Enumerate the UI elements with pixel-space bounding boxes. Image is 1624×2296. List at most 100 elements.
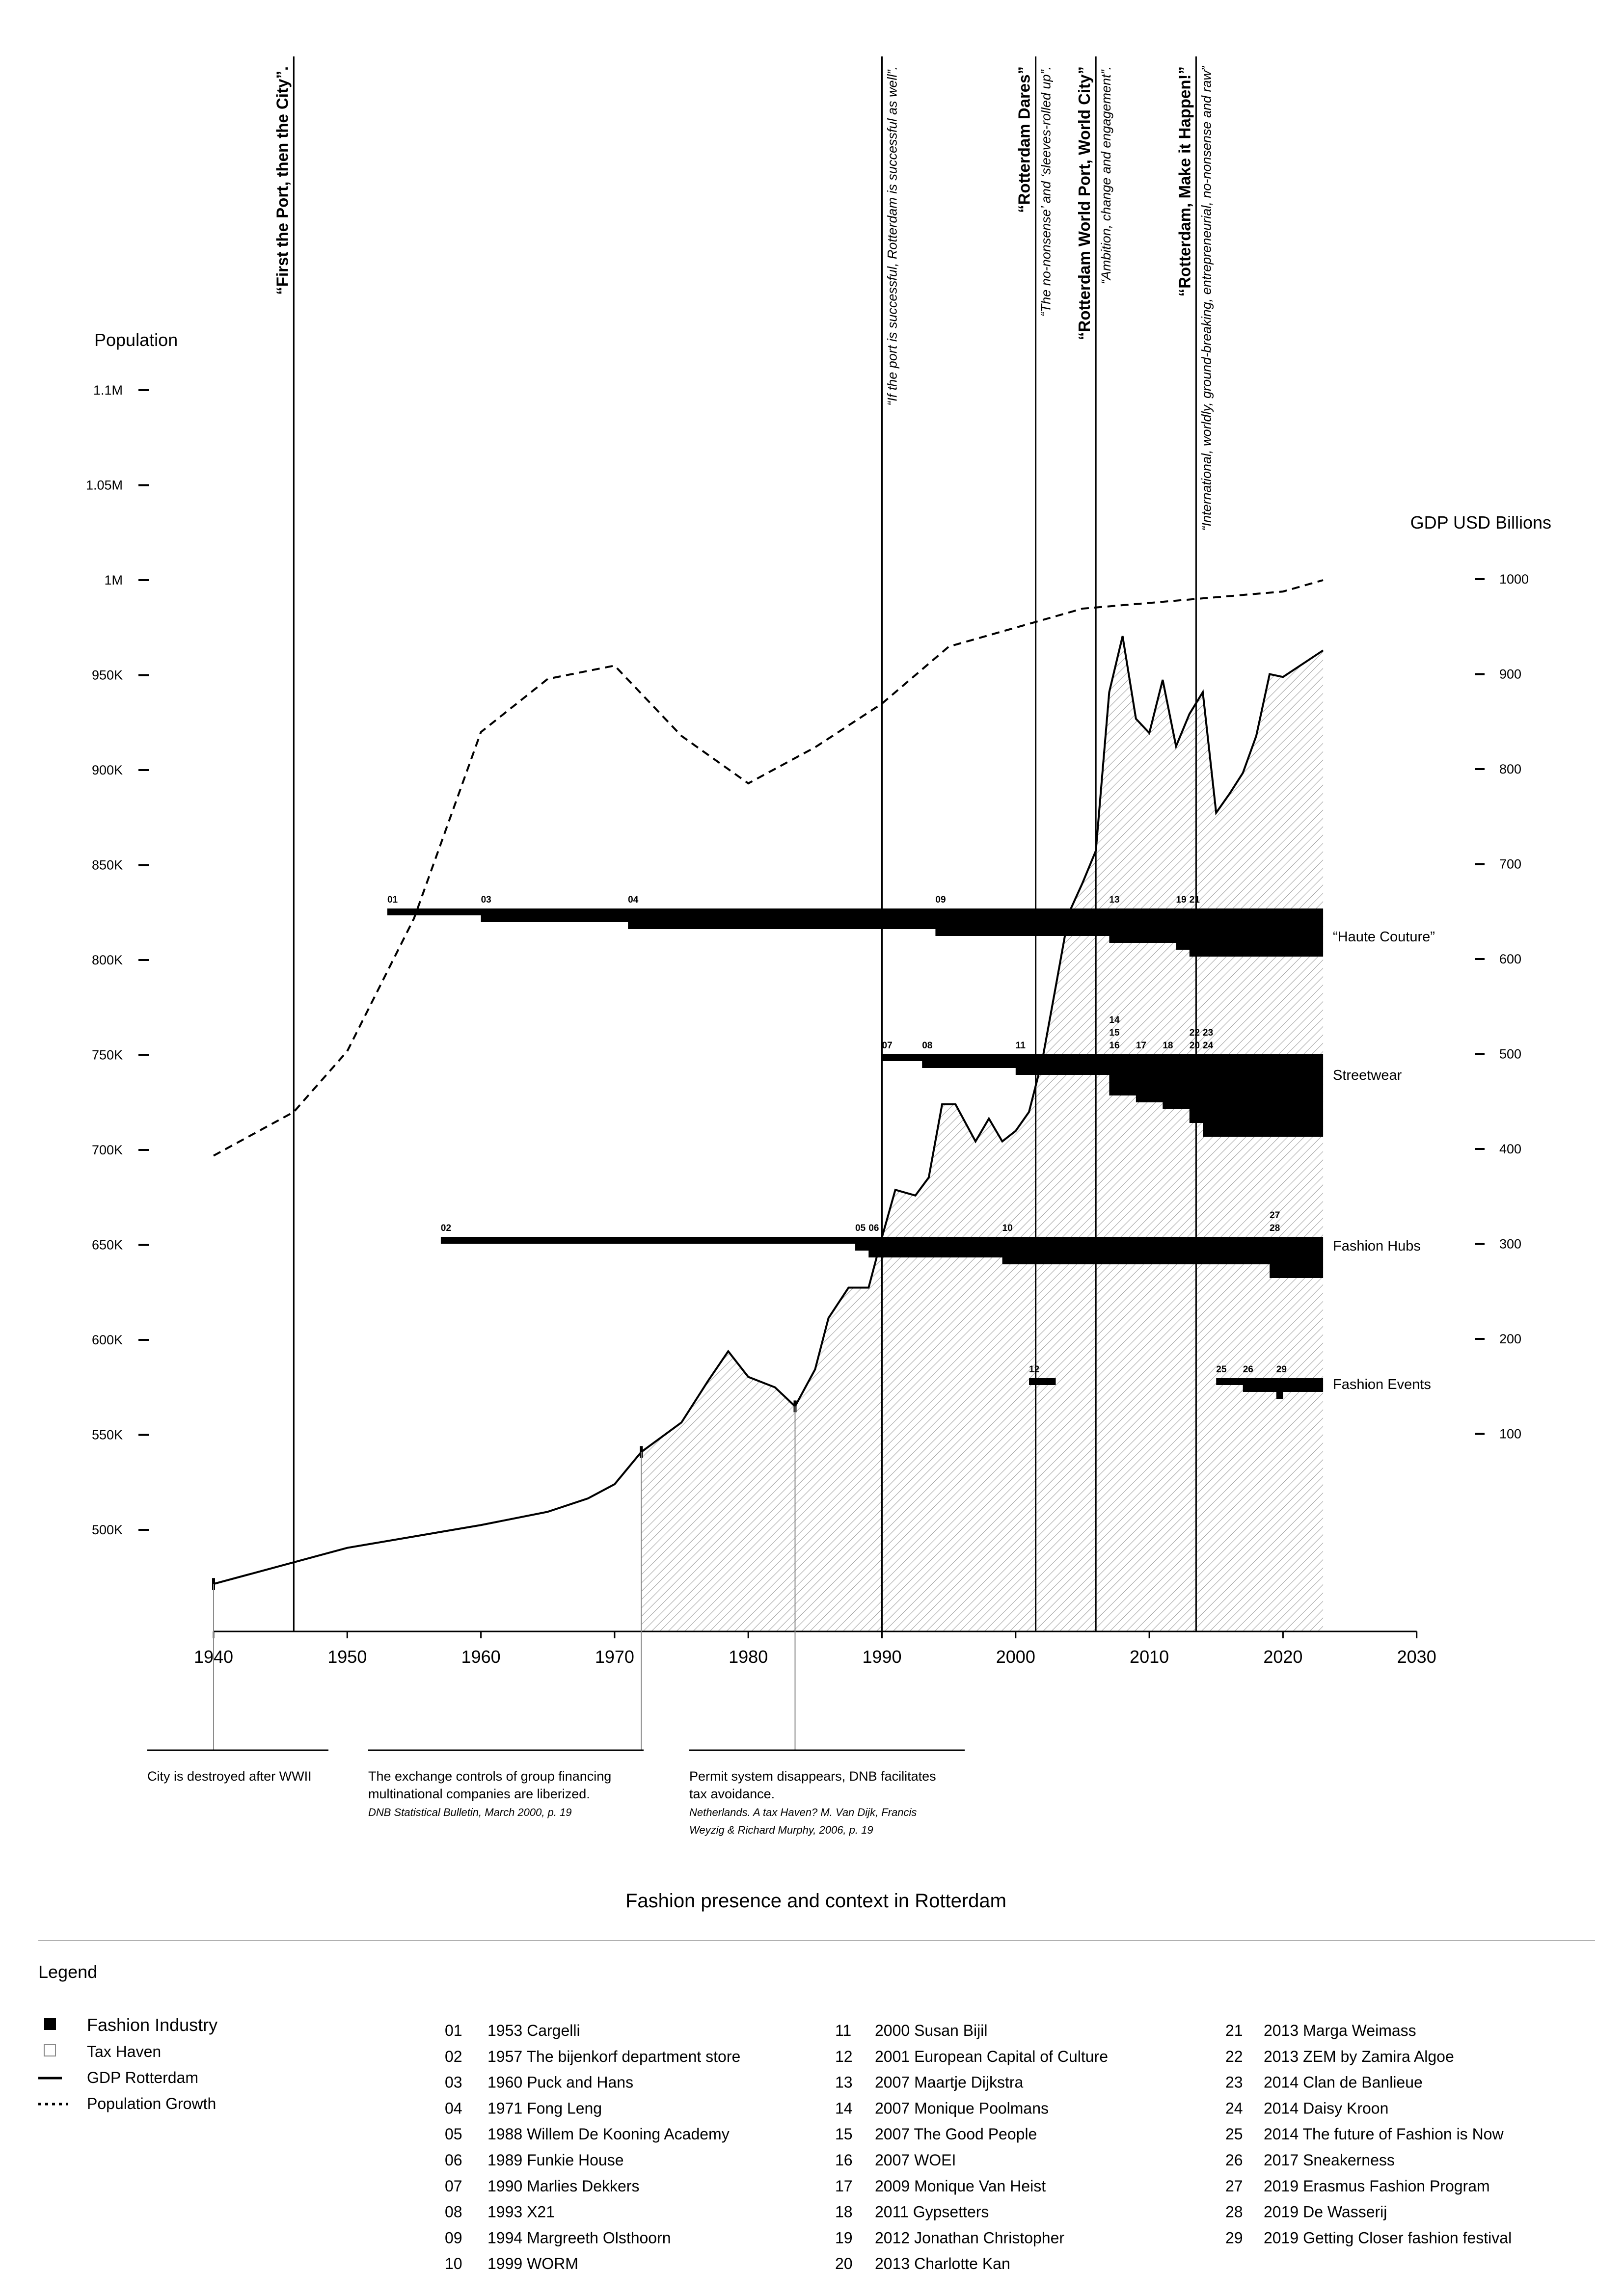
left-tick-label: 650K	[92, 1238, 123, 1253]
fashion-entry-number: 27	[1270, 1210, 1280, 1221]
annotation-text: multinational companies are liberized.	[368, 1787, 590, 1801]
legend-item-number: 20	[835, 2255, 853, 2272]
legend-item-label: 1993 X21	[487, 2203, 555, 2221]
population-line	[213, 579, 1324, 1157]
fashion-bar-24	[1203, 1130, 1324, 1137]
fashion-entry-number: 13	[1109, 895, 1119, 905]
legend-item-number: 12	[835, 2048, 853, 2065]
fashion-bar-25	[1216, 1378, 1324, 1385]
legend-item-number: 10	[445, 2255, 462, 2272]
fashion-industry-swatch-icon	[44, 2018, 56, 2030]
fashion-entry-number: 18	[1163, 1041, 1173, 1051]
legend-item-label: 2011 Gypsetters	[875, 2203, 989, 2221]
right-tick-label: 500	[1499, 1047, 1521, 1062]
x-tick-label: 1970	[595, 1647, 634, 1667]
legend-item-number: 05	[445, 2125, 462, 2143]
fashion-bar-19	[1176, 943, 1324, 950]
fashion-bar-09	[935, 929, 1324, 936]
legend-item-label: 1990 Marlies Dekkers	[487, 2177, 639, 2195]
fashion-entry-number: 22	[1190, 1028, 1200, 1038]
legend-item-label: 2007 Monique Poolmans	[875, 2099, 1049, 2117]
tax-haven-hatch	[641, 636, 1324, 1631]
fashion-entry-number: 26	[1243, 1364, 1253, 1375]
fashion-bar-20	[1189, 1116, 1324, 1123]
left-tick-label: 500K	[92, 1522, 123, 1537]
left-tick-label: 600K	[92, 1333, 123, 1347]
fashion-entry-number: 11	[1016, 1041, 1026, 1051]
left-tick-label: 800K	[92, 953, 123, 967]
x-tick-label: 1950	[327, 1647, 367, 1667]
fashion-bar-10	[1002, 1257, 1324, 1264]
legend-item-number: 08	[445, 2203, 462, 2221]
legend-item-label: 2000 Susan Bijil	[875, 2022, 987, 2039]
right-tick-label: 300	[1499, 1237, 1521, 1252]
legend-item-label: 1971 Fong Leng	[487, 2099, 602, 2117]
tax-haven-swatch-icon	[44, 2044, 56, 2056]
left-tick-label: 850K	[92, 858, 123, 873]
fashion-bar-17	[1136, 1095, 1324, 1102]
x-tick-label: 2000	[996, 1647, 1035, 1667]
legend-item-label: 2014 The future of Fashion is Now	[1264, 2125, 1504, 2143]
fashion-bar-01	[387, 908, 1324, 915]
category-label: “Haute Couture”	[1333, 929, 1435, 945]
fashion-bar-07	[882, 1054, 1324, 1061]
fashion-entry-number: 05	[855, 1223, 866, 1233]
legend-item-label: 1999 WORM	[487, 2255, 578, 2272]
legend-item-label: 2019 De Wasserij	[1264, 2203, 1387, 2221]
legend-item-number: 11	[835, 2022, 851, 2039]
right-tick-label: 800	[1499, 762, 1521, 776]
left-tick-label: 1.1M	[93, 383, 123, 398]
fashion-bars: “Haute Couture” 01 03 04 09 13 19 21 Streetwear 0…	[387, 895, 1435, 1399]
fashion-bar-12	[1029, 1378, 1056, 1385]
legend-item-label: 2007 Maartje Dijkstra	[875, 2074, 1024, 2091]
legend-item-label: 2007 WOEI	[875, 2151, 956, 2169]
fashion-bar-03	[481, 915, 1324, 922]
fashion-entry-number: 01	[387, 895, 398, 905]
legend-item-label: 1953 Cargelli	[487, 2022, 580, 2039]
fashion-bar-23	[1203, 1123, 1324, 1130]
fashion-bar-22	[1189, 1109, 1324, 1116]
legend-item-number: 28	[1225, 2203, 1243, 2221]
right-tick-label: 900	[1499, 667, 1521, 682]
annotation-source: DNB Statistical Bulletin, March 2000, p.…	[368, 1806, 572, 1818]
slogan-title: “Rotterdam World Port, World City”	[1075, 66, 1093, 340]
fashion-entry-number: 10	[1002, 1223, 1013, 1233]
fashion-entry-number: 09	[935, 895, 946, 905]
fashion-entry-number: 28	[1270, 1223, 1280, 1233]
legend-item-number: 26	[1225, 2151, 1243, 2169]
legend-item-number: 29	[1225, 2229, 1243, 2246]
fashion-entry-number: 23	[1203, 1028, 1213, 1038]
x-tick-label: 1990	[862, 1647, 901, 1667]
annotation-source: Weyzig & Richard Murphy, 2006, p. 19	[689, 1824, 873, 1836]
slogan-title: “Rotterdam, Make it Happen!”	[1175, 66, 1193, 296]
left-axis-title: Population	[94, 330, 178, 350]
fashion-bar-14	[1109, 1075, 1324, 1082]
legend-item-number: 06	[445, 2151, 462, 2169]
x-tick-label: 2030	[1397, 1647, 1436, 1667]
legend-item-label: 2001 European Capital of Culture	[875, 2048, 1108, 2065]
slogan-quote: “International, worldly, ground-breaking…	[1199, 66, 1214, 531]
legend-item-number: 19	[835, 2229, 853, 2246]
chart-title: Fashion presence and context in Rotterda…	[625, 1890, 1006, 1912]
legend-item-number: 24	[1225, 2099, 1243, 2117]
fashion-entry-number: 16	[1109, 1041, 1119, 1051]
fashion-bar-28	[1270, 1271, 1324, 1278]
legend-item-number: 03	[445, 2074, 462, 2091]
gdp-line	[213, 636, 1324, 1585]
legend-item-label: 1989 Funkie House	[487, 2151, 624, 2169]
legend-item-number: 27	[1225, 2177, 1243, 2195]
fashion-bar-02	[440, 1237, 1324, 1244]
fashion-bar-26	[1243, 1385, 1324, 1392]
legend-item-label: 2019 Getting Closer fashion festival	[1264, 2229, 1512, 2246]
left-tick-label: 1M	[104, 573, 123, 587]
legend-item-label: 2009 Monique Van Heist	[875, 2177, 1046, 2195]
legend-item-number: 09	[445, 2229, 462, 2246]
annotation-text: City is destroyed after WWII	[147, 1769, 312, 1784]
fashion-entry-number: 24	[1203, 1041, 1214, 1051]
legend-symbol-label: Population Growth	[87, 2095, 216, 2112]
fashion-bar-11	[1015, 1068, 1324, 1075]
legend-item-number: 07	[445, 2177, 462, 2195]
left-tick-label: 900K	[92, 763, 123, 777]
category-label: Fashion Events	[1333, 1377, 1431, 1392]
fashion-entry-number: 03	[481, 895, 491, 905]
